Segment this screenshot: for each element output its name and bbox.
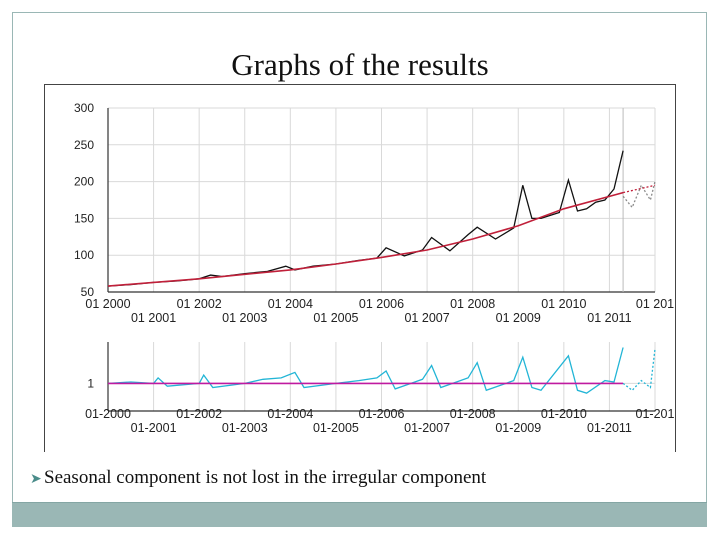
x-tick-label: 01 2006 — [359, 297, 404, 311]
y-tick-label: 300 — [74, 101, 94, 115]
x-tick-label: 01 2005 — [313, 311, 358, 325]
series-line-irregular — [107, 347, 624, 394]
x-tick-label: 01 2010 — [541, 297, 586, 311]
x-tick-label: 01 2004 — [268, 297, 313, 311]
x-tick-label: 01-2005 — [313, 421, 359, 435]
x-tick-label: 01 2009 — [496, 311, 541, 325]
y-tick-label: 250 — [74, 138, 94, 152]
x-tick-label: 01 2007 — [404, 311, 449, 325]
x-tick-label: 01-2008 — [450, 407, 496, 421]
x-tick-label: 01-2007 — [404, 421, 450, 435]
caption-text: Seasonal component is not lost in the ir… — [44, 467, 487, 488]
x-tick-label: 01-2006 — [359, 407, 405, 421]
x-tick-label: 01-2004 — [267, 407, 313, 421]
bullet-arrow-icon: ➤ — [30, 472, 42, 487]
x-tick-label: 01 2000 — [85, 297, 130, 311]
x-tick-label: 01 2008 — [450, 297, 495, 311]
series-line-forecast — [622, 181, 656, 209]
x-tick-label: 01-2000 — [85, 407, 131, 421]
footer-bar — [12, 502, 707, 526]
x-tick-label: 01 2002 — [177, 297, 222, 311]
x-tick-label: 01-2001 — [131, 421, 177, 435]
x-tick-label: 01-2002 — [176, 407, 222, 421]
x-tick-label: 01-2011 — [587, 421, 632, 435]
irregular-chart: 101-2000 01-2002 01-2004 01-2006 01-2008 01-2… — [85, 342, 675, 435]
x-tick-label: 01-2003 — [222, 421, 268, 435]
y-tick-label: 50 — [81, 285, 95, 299]
x-tick-label: 01 201 — [636, 297, 674, 311]
x-tick-label: 01-2009 — [495, 421, 541, 435]
x-tick-label: 01 2001 — [131, 311, 176, 325]
series-line-trend — [107, 191, 624, 287]
y-tick-label: 150 — [74, 211, 94, 225]
caption-bullet: ➤ Seasonal component is not lost in the i… — [30, 467, 486, 489]
y-tick-label: 200 — [74, 175, 94, 189]
x-tick-label: 01 2011 — [587, 311, 631, 325]
series-line-forecast-trend — [622, 184, 656, 194]
slide-frame — [12, 12, 707, 527]
series-line-forecast — [622, 348, 656, 392]
slide-title: Graphs of the results — [231, 47, 489, 82]
x-tick-label: 01-201 — [636, 407, 675, 421]
x-tick-label: 01 2003 — [222, 311, 267, 325]
y-tick-label: 100 — [74, 248, 94, 262]
x-tick-label: 01-2010 — [541, 407, 587, 421]
y-tick-label: 1 — [87, 376, 94, 390]
